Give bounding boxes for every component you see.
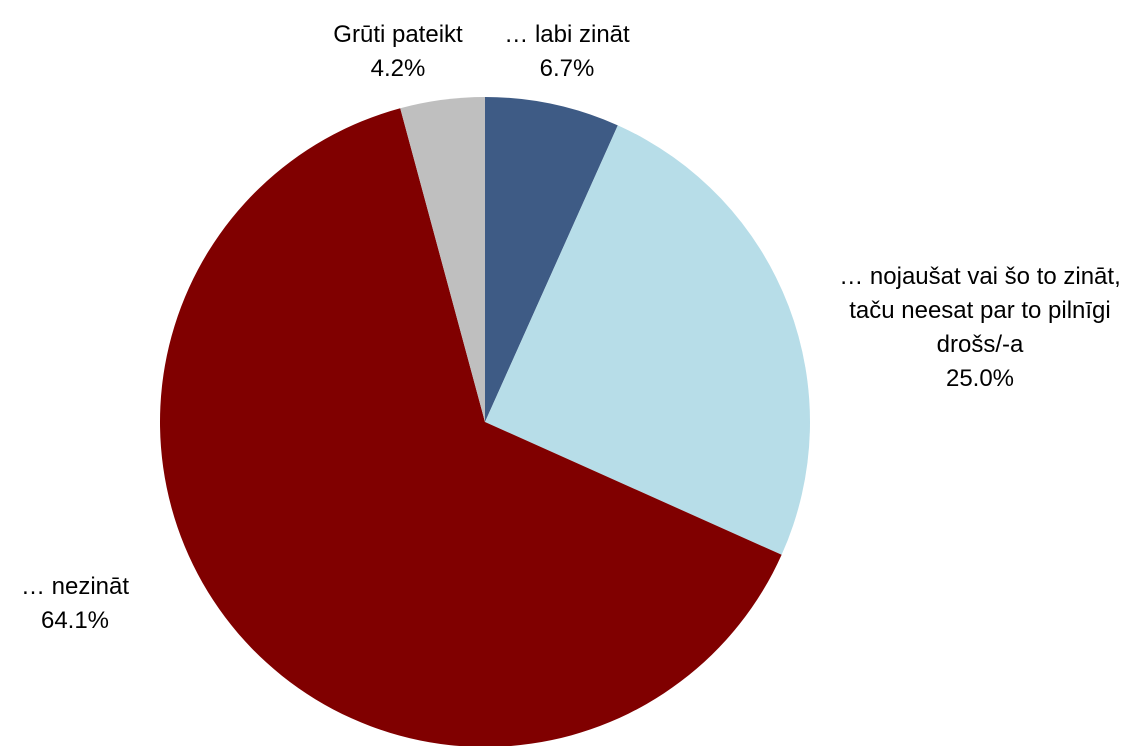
pie-slice (485, 97, 618, 422)
slice-label: … nezināt 64.1% (21, 570, 129, 638)
value-label: 4.2% (370, 55, 426, 82)
category-label: … labi zināt (504, 21, 630, 48)
category-label: … nojaušat vai šo to zināt, taču neesat … (839, 263, 1121, 358)
category-label: … nezināt (20, 573, 130, 600)
slice-label: … nojaušat vai šo to zināt, taču neesat … (820, 260, 1131, 396)
category-label: Grūti pateikt (333, 21, 463, 48)
pie-slice (400, 97, 485, 422)
slice-label: Grūti pateikt 4.2% (333, 18, 462, 86)
value-label: 64.1% (40, 607, 110, 634)
value-label: 25.0% (945, 365, 1015, 392)
pie-slice (160, 108, 782, 746)
slice-label: … labi zināt 6.7% (504, 18, 629, 86)
value-label: 6.7% (539, 55, 595, 82)
pie-slice (485, 125, 810, 555)
